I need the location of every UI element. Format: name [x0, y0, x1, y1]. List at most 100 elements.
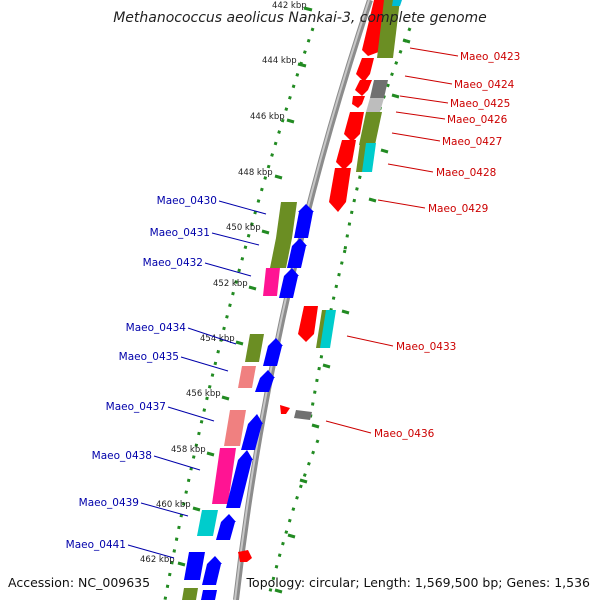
gene-maeo-0441[interactable]: [184, 552, 205, 580]
gene-arrow-fwd-5[interactable]: [298, 306, 318, 342]
label-maeo-0435[interactable]: Maeo_0435: [119, 351, 179, 363]
gene-maeo-0432[interactable]: [263, 268, 280, 296]
gene-blue-8-head[interactable]: [221, 514, 236, 522]
gene-blue-4-head[interactable]: [268, 338, 283, 346]
gene-maeo-0425[interactable]: [370, 80, 388, 98]
gene-blue-5[interactable]: [255, 378, 274, 392]
tick-mark-458: [206, 451, 215, 457]
scale-ticks: 442 kbp 444 kbp 446 kbp 448 kbp 450 kbp …: [140, 1, 313, 567]
label-maeo-0429[interactable]: Maeo_0429: [428, 203, 488, 215]
label-maeo-0437[interactable]: Maeo_0437: [106, 401, 166, 413]
length-value: 1,569,500 bp: [414, 575, 499, 590]
tick-mark-442: [303, 6, 313, 12]
gene-blue-7-head[interactable]: [238, 450, 253, 460]
gene-blue-9-head[interactable]: [207, 556, 222, 564]
gene-blue-1[interactable]: [294, 212, 313, 238]
label-maeo-0423[interactable]: Maeo_0423: [460, 51, 520, 63]
topology-value: circular: [309, 575, 356, 590]
tick-mark-454: [235, 340, 244, 346]
gene-maeo-0434[interactable]: [245, 334, 264, 362]
gene-maeo-0424[interactable]: [355, 80, 372, 96]
gene-blue-5-head[interactable]: [260, 370, 275, 378]
gene-blue-6-head[interactable]: [248, 414, 263, 424]
tick-mark-460: [192, 506, 201, 512]
tick-label-460: 460 kbp: [156, 500, 191, 510]
label-maeo-0436[interactable]: Maeo_0436: [374, 428, 435, 440]
label-maeo-0432[interactable]: Maeo_0432: [143, 257, 203, 269]
gene-arrow-fwd-2[interactable]: [356, 58, 374, 82]
gene-maeo-0435[interactable]: [238, 366, 256, 388]
gene-blue-2[interactable]: [287, 246, 306, 268]
forward-strand-genes: [238, 0, 402, 562]
tick-mark-450: [261, 229, 270, 235]
gene-small-red[interactable]: [352, 96, 365, 108]
tick-label-462: 462 kbp: [140, 555, 175, 565]
label-maeo-0434[interactable]: Maeo_0434: [126, 322, 187, 334]
gene-red-small-mid[interactable]: [280, 405, 290, 414]
gene-maeo-0429[interactable]: [329, 168, 351, 212]
tick-label-452: 452 kbp: [213, 279, 248, 289]
gene-maeo-0427[interactable]: [359, 112, 382, 145]
tick-mark-462: [177, 561, 186, 567]
gene-maeo-0423[interactable]: [377, 0, 400, 58]
label-maeo-0425[interactable]: Maeo_0425: [450, 98, 510, 110]
gene-maeo-0426[interactable]: [366, 98, 384, 112]
tick-label-444: 444 kbp: [262, 56, 297, 66]
label-maeo-0430[interactable]: Maeo_0430: [157, 195, 217, 207]
gene-arrow-fwd-4[interactable]: [336, 140, 356, 170]
label-maeo-0427[interactable]: Maeo_0427: [442, 136, 502, 148]
length-label: Length:: [363, 575, 411, 590]
outer-ticks: [274, 38, 411, 594]
label-maeo-0426[interactable]: Maeo_0426: [447, 114, 508, 126]
accession-value: NC_009635: [78, 575, 151, 590]
genome-summary: Topology: circular; Length: 1,569,500 bp; …: [246, 575, 590, 590]
gene-blue-1-head[interactable]: [298, 204, 314, 212]
topology-label: Topology:: [246, 575, 306, 590]
tick-label-456: 456 kbp: [186, 389, 221, 399]
label-maeo-0424[interactable]: Maeo_0424: [454, 79, 515, 91]
gene-bottom-olive[interactable]: [182, 588, 198, 600]
gene-blue-8[interactable]: [216, 522, 235, 540]
tick-label-454: 454 kbp: [200, 334, 235, 344]
outer-dotted-guide-3: [266, 439, 320, 600]
genes-label: Genes:: [506, 575, 551, 590]
gene-red-bottom[interactable]: [238, 550, 252, 562]
label-maeo-0431[interactable]: Maeo_0431: [150, 227, 210, 239]
tick-label-450: 450 kbp: [226, 223, 261, 233]
tick-label-458: 458 kbp: [171, 445, 206, 455]
gene-maeo-0438[interactable]: [212, 448, 236, 504]
tick-mark-456: [221, 395, 230, 401]
label-maeo-0438[interactable]: Maeo_0438: [92, 450, 152, 462]
reverse-labels: Maeo_0430 Maeo_0431 Maeo_0432 Maeo_0434 …: [66, 195, 267, 559]
gene-blue-6[interactable]: [241, 424, 262, 450]
inner-dotted-guide: [163, 27, 315, 600]
gene-maeo-0437[interactable]: [224, 410, 246, 446]
gene-bottom-blue[interactable]: [201, 590, 217, 600]
tick-mark-444: [297, 62, 307, 68]
gene-blue-3[interactable]: [279, 276, 298, 298]
tick-label-448: 448 kbp: [238, 168, 273, 178]
gene-top-cyan[interactable]: [392, 0, 402, 6]
gene-blue-4[interactable]: [263, 346, 282, 366]
label-maeo-0441[interactable]: Maeo_0441: [66, 539, 126, 551]
accession-label: Accession:: [8, 575, 75, 590]
gene-maeo-0430[interactable]: [276, 202, 297, 238]
genome-backbone: [233, 0, 373, 600]
gene-maeo-0433[interactable]: [320, 310, 336, 348]
label-maeo-0439[interactable]: Maeo_0439: [79, 497, 139, 509]
label-maeo-0428[interactable]: Maeo_0428: [436, 167, 496, 179]
gene-blue-2-head[interactable]: [292, 238, 307, 246]
gene-maeo-0428[interactable]: [362, 143, 376, 172]
gene-maeo-0436[interactable]: [294, 410, 312, 420]
genome-title: Methanococcus aeolicus Nankai-3, complet…: [113, 10, 487, 26]
gene-blue-3-head[interactable]: [284, 268, 299, 276]
gene-maeo-0439[interactable]: [197, 510, 218, 536]
gene-maeo-0431[interactable]: [270, 238, 292, 268]
gene-blue-7[interactable]: [226, 460, 252, 508]
gene-arrow-fwd-3[interactable]: [344, 112, 364, 142]
gene-blue-9[interactable]: [202, 564, 221, 585]
label-maeo-0433[interactable]: Maeo_0433: [396, 341, 456, 353]
tick-label-442: 442 kbp: [272, 1, 307, 11]
